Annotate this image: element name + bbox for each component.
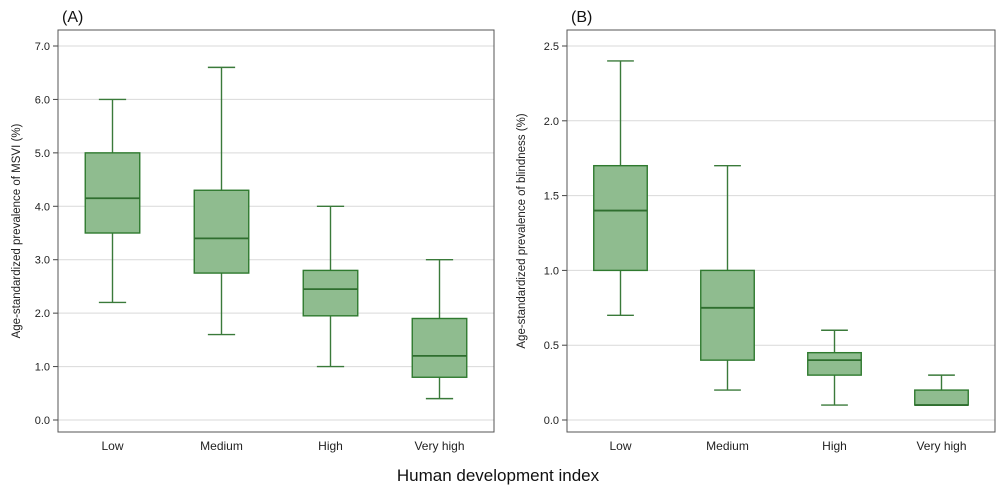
plot-frame xyxy=(566,29,996,433)
y-tick-label: 2.0 xyxy=(35,308,50,320)
x-category-label: High xyxy=(822,439,847,453)
box-high xyxy=(302,205,359,368)
iqr-box xyxy=(84,152,141,234)
iqr-box xyxy=(302,269,359,317)
box-medium xyxy=(700,164,755,391)
y-tick-label: 0.5 xyxy=(544,340,559,352)
y-tick-label: 1.0 xyxy=(35,362,50,374)
x-category-label: Very high xyxy=(916,439,966,453)
plot-frame xyxy=(57,29,495,433)
x-category-label: Medium xyxy=(200,439,243,453)
x-category-label: Medium xyxy=(706,439,749,453)
panel-label: (B) xyxy=(571,9,592,26)
box-high xyxy=(807,329,862,406)
panel-label: (A) xyxy=(62,9,83,26)
box-very-high xyxy=(411,259,468,400)
x-axis-title: Human development index xyxy=(397,466,600,485)
y-tick-label: 5.0 xyxy=(35,148,50,160)
box-low xyxy=(593,60,648,316)
x-category-label: Very high xyxy=(414,439,464,453)
iqr-box xyxy=(411,317,468,378)
y-tick-label: 0.0 xyxy=(544,415,559,427)
iqr-box xyxy=(593,164,648,272)
y-tick-label: 4.0 xyxy=(35,201,50,213)
y-axis-title: Age-standardized prevalence of blindness… xyxy=(516,113,528,348)
panel-a: 0.0 1.0 2.0 3.0 4.0 5.0 6.0 7.0 (A) Age-standardi… xyxy=(11,9,495,453)
box-very-high xyxy=(914,374,969,406)
x-category-label: Low xyxy=(101,439,123,453)
y-tick-label: 6.0 xyxy=(35,94,50,106)
y-tick-label: 0.0 xyxy=(35,415,50,427)
y-tick-label: 7.0 xyxy=(35,41,50,53)
x-category-label: High xyxy=(318,439,343,453)
iqr-box xyxy=(193,189,250,274)
y-tick-label: 2.5 xyxy=(544,41,559,53)
y-tick-label: 2.0 xyxy=(544,116,559,128)
box-low xyxy=(84,98,141,304)
iqr-box xyxy=(700,269,755,361)
y-tick-label: 1.5 xyxy=(544,191,559,203)
box-medium xyxy=(193,66,250,336)
iqr-box xyxy=(807,351,862,376)
x-category-label: Low xyxy=(609,439,631,453)
panel-b: 0.0 0.5 1.0 1.5 2.0 2.5 (B) Age-standardized pr… xyxy=(516,9,996,453)
y-tick-label: 3.0 xyxy=(35,255,50,267)
iqr-box xyxy=(914,389,969,406)
y-axis-title: Age-standardized prevalence of MSVI (%) xyxy=(11,123,23,338)
y-tick-label: 1.0 xyxy=(544,265,559,277)
